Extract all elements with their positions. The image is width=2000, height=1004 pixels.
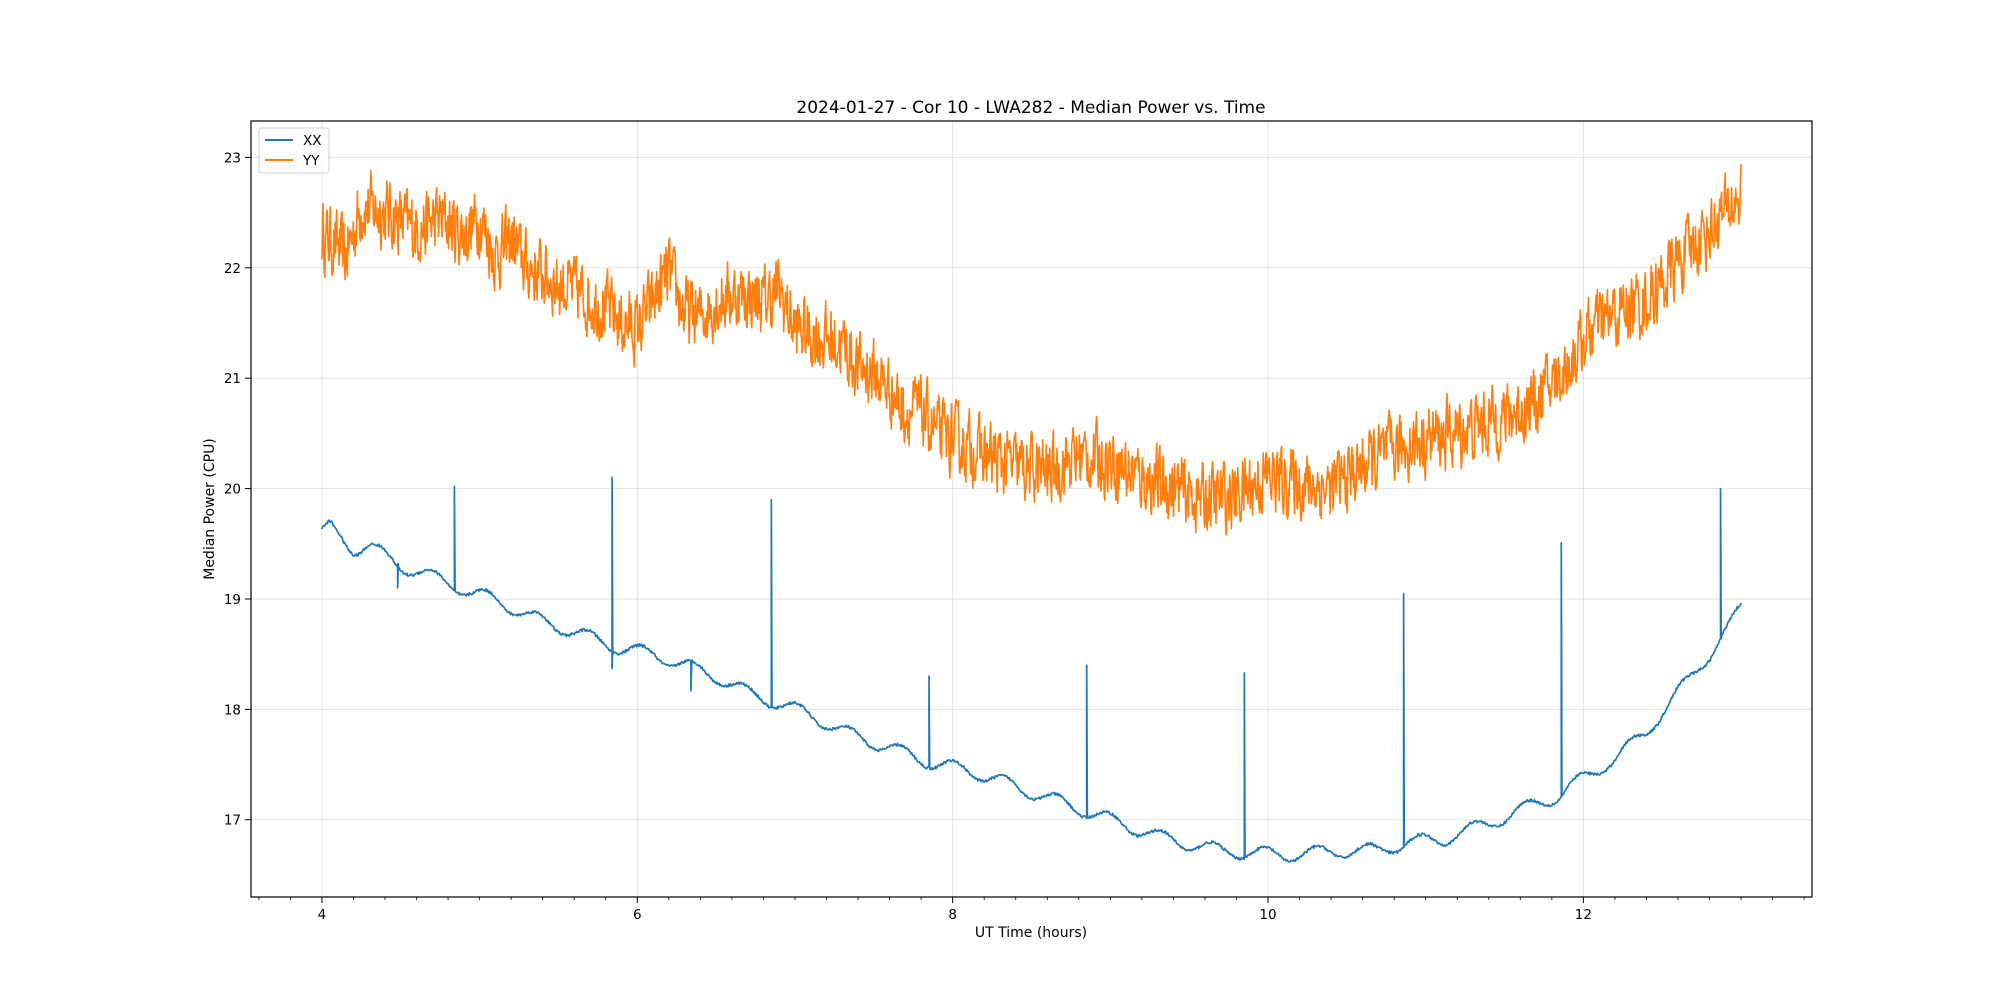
x-tick-label: 10 (1259, 907, 1276, 923)
x-tick-label: 4 (318, 907, 327, 923)
x-axis-label: UT Time (hours) (975, 925, 1087, 941)
y-tick-label: 23 (224, 150, 241, 166)
x-tick-label: 6 (633, 907, 642, 923)
y-tick-label: 18 (224, 702, 241, 718)
x-tick-label: 8 (948, 907, 957, 923)
series-line-xx (321, 476, 1742, 863)
y-axis-label: Median Power (CPU) (202, 438, 218, 580)
series-line-yy (321, 164, 1742, 536)
y-tick-label: 22 (224, 261, 241, 277)
y-axis: 17 18 19 20 21 22 23 (224, 150, 251, 829)
x-tick-label: 12 (1575, 907, 1592, 923)
legend-label-xx: XX (303, 133, 322, 149)
legend: XX YY (258, 127, 330, 174)
y-tick-label: 19 (224, 592, 241, 608)
x-axis: 4 6 8 10 12 (258, 897, 1805, 923)
series-lines (321, 164, 1742, 863)
legend-label-yy: YY (302, 153, 320, 169)
y-tick-label: 21 (224, 371, 241, 387)
chart-title: 2024-01-27 - Cor 10 - LWA282 - Median Po… (796, 98, 1265, 118)
plot-frame (250, 120, 1813, 898)
y-tick-label: 17 (224, 813, 241, 829)
y-tick-label: 20 (224, 482, 241, 498)
